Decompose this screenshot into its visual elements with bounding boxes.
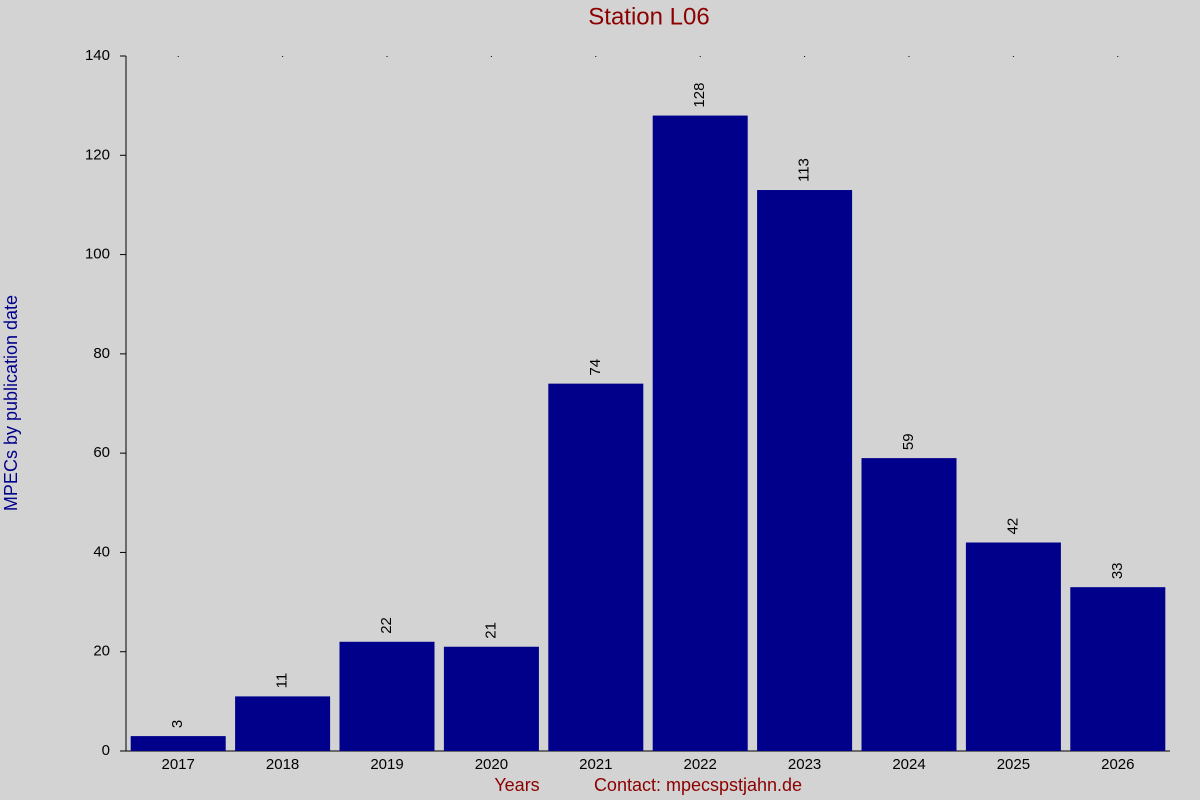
bar <box>443 646 539 751</box>
bar <box>757 190 853 752</box>
x-tick-label: 2025 <box>997 756 1030 773</box>
chart-title: Station L06 <box>588 3 709 30</box>
data-label: 59 <box>900 433 917 450</box>
bar <box>1070 587 1166 751</box>
y-tick-label: 40 <box>93 543 110 560</box>
x-tick-label: 2017 <box>162 756 195 773</box>
y-tick-label: 60 <box>93 444 110 461</box>
x-tick-label: 2018 <box>266 756 299 773</box>
contact-note: Contact: mpecspstjahn.de <box>594 775 802 795</box>
x-tick-label: 2019 <box>370 756 403 773</box>
data-label: 3 <box>169 720 186 728</box>
data-label: 21 <box>482 622 499 639</box>
x-tick-label: 2021 <box>579 756 612 773</box>
y-tick-label: 120 <box>85 146 110 163</box>
bar <box>548 383 644 751</box>
x-axis-title: Years <box>494 775 539 795</box>
x-tick-label: 2023 <box>788 756 821 773</box>
data-label: 128 <box>691 83 708 108</box>
data-label: 22 <box>378 617 395 634</box>
x-tick-label: 2022 <box>684 756 717 773</box>
bar <box>339 641 435 751</box>
bar <box>965 542 1061 751</box>
y-tick-label: 140 <box>85 47 110 64</box>
data-label: 74 <box>587 359 604 376</box>
x-tick-label: 2026 <box>1101 756 1134 773</box>
bar <box>130 736 226 751</box>
bar <box>235 696 331 751</box>
y-tick-label: 20 <box>93 643 110 660</box>
x-tick-label: 2020 <box>475 756 508 773</box>
x-tick-label: 2024 <box>892 756 925 773</box>
y-tick-label: 0 <box>102 742 110 759</box>
bar <box>861 458 957 751</box>
data-label: 42 <box>1004 518 1021 535</box>
data-label: 11 <box>274 673 291 689</box>
y-tick-label: 80 <box>93 345 110 362</box>
data-label: 33 <box>1109 562 1126 579</box>
bar <box>652 115 748 752</box>
data-label: 113 <box>796 158 813 182</box>
y-tick-label: 100 <box>85 246 110 263</box>
y-axis-title: MPECs by publication date <box>1 295 21 511</box>
